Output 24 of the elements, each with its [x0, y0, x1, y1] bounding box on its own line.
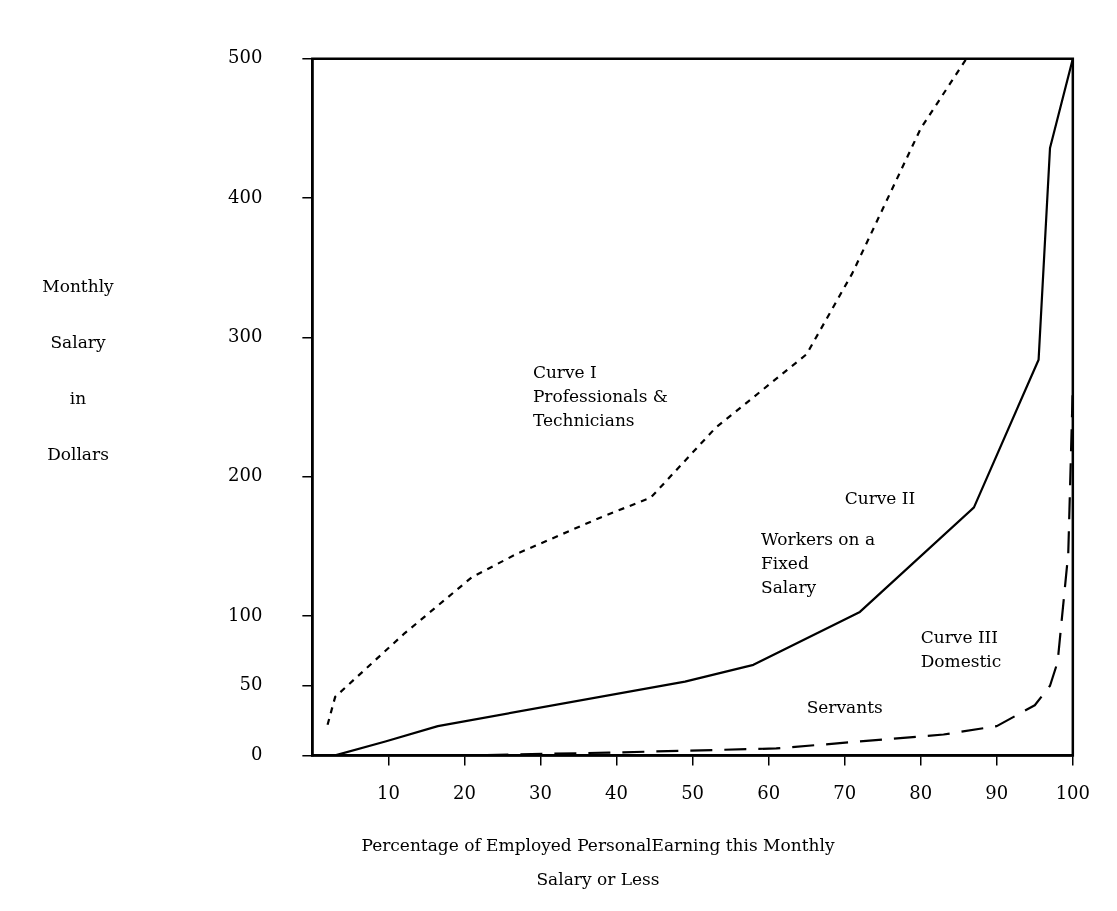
text: Monthly Salary in Dollars — [42, 276, 114, 464]
y-tick-label: 100 — [228, 603, 263, 625]
x-tick-label: 80 — [909, 781, 933, 803]
x-tick-label: 60 — [757, 781, 781, 803]
x-tick-label: 70 — [833, 781, 857, 803]
x-tick-label: 90 — [985, 781, 1009, 803]
y-tick-label: 500 — [228, 46, 263, 68]
x-tick-label: 40 — [605, 781, 628, 803]
x-axis-title: Percentage of Employed PersonalEarning this Monthly Salary or Less — [360, 834, 836, 891]
x-tick-label: 50 — [681, 781, 705, 803]
annotation: Curve I Professionals & Technicians — [532, 362, 668, 431]
annotation: Servants — [806, 696, 883, 717]
x-tick-label: 10 — [376, 781, 400, 803]
x-tick-label: 100 — [1055, 781, 1090, 803]
annotation: Curve III Domestic — [920, 626, 1002, 671]
y-tick-label: 0 — [250, 743, 263, 765]
x-tick-label: 20 — [453, 781, 476, 803]
annotation: Curve II — [844, 487, 916, 508]
y-tick-label: 300 — [228, 325, 263, 347]
y-tick-label: 400 — [228, 185, 263, 207]
y-tick-label: 200 — [228, 464, 263, 486]
y-tick-label: 50 — [239, 673, 263, 695]
annotation: Workers on a Fixed Salary — [761, 529, 876, 598]
x-tick-label: 30 — [529, 781, 552, 803]
